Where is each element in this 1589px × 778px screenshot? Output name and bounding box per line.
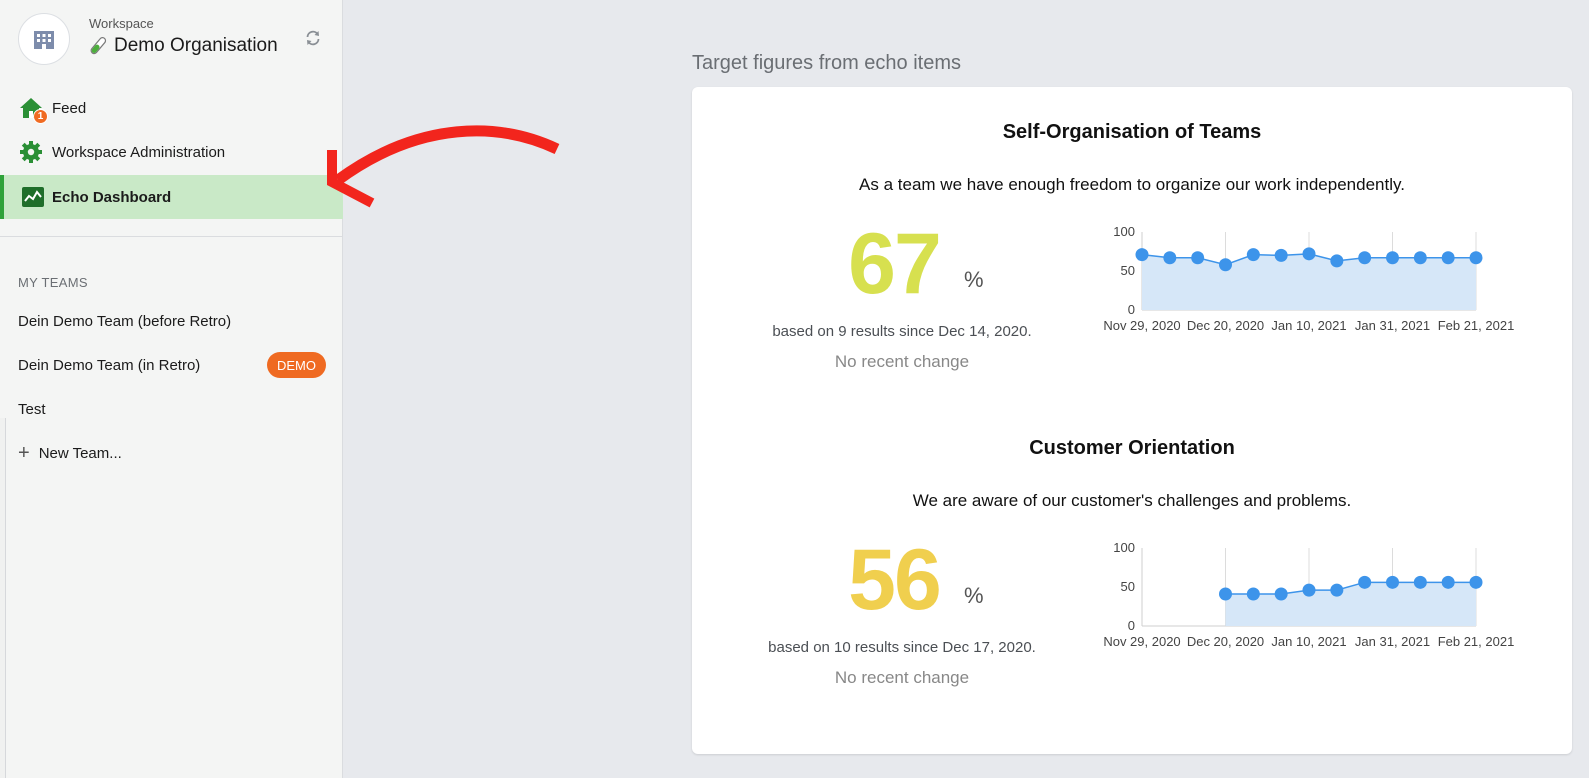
nav-label-feed: Feed — [52, 99, 87, 117]
nav-item-feed[interactable]: 1 Feed — [0, 87, 343, 129]
chart-x-tick-label: Jan 10, 2021 — [1271, 634, 1346, 649]
chart-data-point — [1413, 251, 1427, 265]
metric-change-status: No recent change — [834, 352, 970, 371]
chart-x-tick-label: Feb 21, 2021 — [1438, 634, 1515, 649]
feed-count-badge: 1 — [33, 109, 48, 124]
page-title: Target figures from echo items — [692, 52, 961, 74]
chart-data-point — [1302, 247, 1316, 261]
chart-data-point — [1246, 587, 1260, 601]
nav-label-workspace-administration: Workspace Administration — [52, 143, 226, 161]
chart-x-tick-label: Nov 29, 2020 — [1103, 634, 1180, 649]
dashboard-card: Self-Organisation of Teams As a team we … — [692, 87, 1572, 754]
chart-y-tick-label: 50 — [1121, 579, 1135, 594]
chart-data-point — [1219, 258, 1232, 272]
home-icon: 1 — [19, 96, 48, 124]
chart-data-point — [1386, 251, 1399, 265]
metric-based-on: based on 10 results since Dec 17, 2020. — [768, 639, 1036, 656]
chart-x-tick-label: Jan 10, 2021 — [1271, 318, 1346, 333]
chart-data-point — [1302, 583, 1316, 597]
workspace-name[interactable]: Demo Organisation — [88, 35, 278, 57]
chart-data-point — [1246, 248, 1260, 262]
nav-item-echo-dashboard[interactable]: Echo Dashboard — [0, 175, 343, 219]
demo-badge: DEMO — [267, 352, 326, 378]
chart-area — [1225, 582, 1476, 626]
metric-change-status: No recent change — [834, 668, 970, 687]
team-label: Dein Demo Team (in Retro) — [18, 356, 201, 374]
chart-data-point — [1441, 251, 1455, 265]
chart-data-point — [1191, 251, 1205, 265]
chart-y-tick-label: 100 — [1113, 541, 1135, 555]
metric-panel: Customer Orientation We are aware of our… — [692, 403, 1572, 703]
sidebar-divider — [0, 236, 343, 237]
chart-data-point — [1330, 583, 1344, 597]
chart-data-point — [1135, 248, 1149, 262]
workspace-label: Workspace — [89, 16, 154, 31]
chart-data-point — [1330, 254, 1344, 268]
sidebar-edge-strip — [0, 418, 6, 778]
plus-icon: + — [18, 442, 30, 464]
nav-label-echo-dashboard: Echo Dashboard — [52, 188, 172, 206]
chart-y-tick-label: 100 — [1113, 225, 1135, 239]
chart-x-tick-label: Nov 29, 2020 — [1103, 318, 1180, 333]
metric-based-on: based on 9 results since Dec 14, 2020. — [772, 323, 1032, 340]
metric-title: Self-Organisation of Teams — [1002, 121, 1262, 143]
chart-data-point — [1274, 587, 1288, 601]
metric-panel: Self-Organisation of Teams As a team we … — [692, 87, 1572, 387]
chart-series-line — [1225, 581, 1476, 595]
metric-unit: % — [964, 267, 984, 292]
chart-data-point — [1413, 575, 1427, 589]
metric-unit: % — [964, 583, 984, 608]
refresh-icon[interactable] — [304, 29, 322, 47]
metric-trend-chart: 100 50 0 Nov 29, 2020 Dec 20, 2020 Jan 10, 20… — [1102, 224, 1542, 345]
my-teams-heading: MY TEAMS — [18, 275, 88, 290]
building-icon — [18, 13, 70, 65]
chart-y-tick-label: 50 — [1121, 263, 1135, 278]
sidebar: Workspace Demo Organisation 1 Fee — [0, 0, 343, 778]
team-item[interactable]: Test — [18, 395, 328, 423]
chart-data-point — [1219, 587, 1232, 601]
activity-chart-icon — [21, 185, 45, 209]
metric-value: 67 — [848, 216, 942, 312]
chart-data-point — [1386, 575, 1399, 589]
metric-question: We are aware of our customer's challenge… — [912, 491, 1352, 510]
new-team-button[interactable]: + New Team... — [18, 439, 122, 467]
test-tube-icon — [90, 37, 107, 55]
chart-x-tick-label: Jan 31, 2021 — [1355, 318, 1430, 333]
chart-x-tick-label: Jan 31, 2021 — [1355, 634, 1430, 649]
metric-question: As a team we have enough freedom to orga… — [859, 175, 1405, 194]
workspace-name-text: Demo Organisation — [114, 35, 278, 56]
chart-area — [1142, 253, 1476, 310]
annotation-arrow — [327, 125, 560, 208]
metric-trend-chart: 100 50 0 Nov 29, 2020 Dec 20, 2020 Jan 10, 20… — [1102, 540, 1542, 661]
chart-data-point — [1441, 575, 1455, 589]
chart-y-tick-label: 0 — [1128, 618, 1135, 633]
chart-data-point — [1358, 251, 1372, 265]
team-label: Test — [18, 400, 46, 418]
chart-data-point — [1274, 248, 1288, 262]
chart-x-tick-label: Dec 20, 2020 — [1187, 318, 1264, 333]
team-label: Dein Demo Team (before Retro) — [18, 312, 232, 330]
metric-value: 56 — [848, 532, 942, 628]
chart-y-tick-label: 0 — [1128, 302, 1135, 317]
chart-x-tick-label: Dec 20, 2020 — [1187, 634, 1264, 649]
chart-data-point — [1469, 251, 1483, 265]
team-item[interactable]: Dein Demo Team (in Retro) DEMO — [18, 351, 328, 379]
chart-x-tick-label: Feb 21, 2021 — [1438, 318, 1515, 333]
new-team-label: New Team... — [38, 444, 122, 462]
chart-data-point — [1163, 251, 1177, 265]
workspace-header[interactable]: Workspace Demo Organisation — [18, 13, 330, 67]
chart-data-point — [1469, 575, 1483, 589]
metric-title: Customer Orientation — [1029, 437, 1235, 459]
nav-item-workspace-administration[interactable]: Workspace Administration — [0, 131, 343, 173]
team-item[interactable]: Dein Demo Team (before Retro) — [18, 307, 328, 335]
gear-icon — [19, 140, 43, 164]
chart-data-point — [1358, 575, 1372, 589]
